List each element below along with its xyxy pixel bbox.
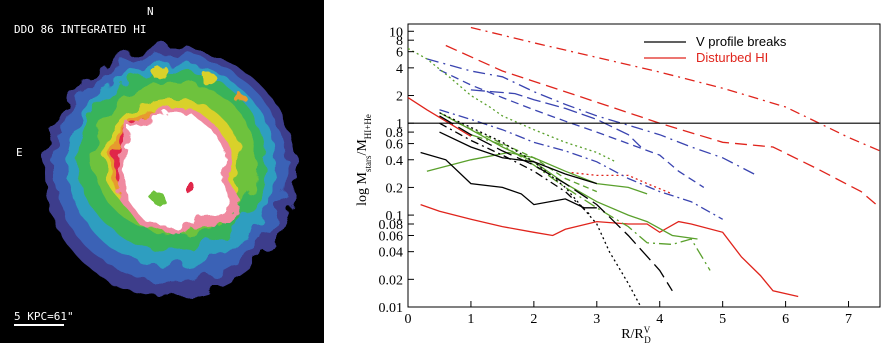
- x-tick-label: 7: [845, 312, 852, 327]
- series-line-11: [426, 151, 648, 195]
- series-line-16: [439, 131, 597, 185]
- y-tick-label: 0.4: [386, 154, 404, 169]
- x-tick-label: 2: [530, 312, 537, 327]
- y-tick-label: 0.6: [386, 138, 404, 153]
- series-line-12: [439, 112, 698, 240]
- y-tick-label: 0.1: [386, 209, 404, 224]
- y-tick-label: 1: [396, 117, 403, 132]
- series-line-17: [439, 115, 673, 292]
- x-tick-label: 3: [593, 312, 600, 327]
- x-tick-label: 4: [656, 312, 663, 327]
- y-tick-label: 4: [396, 62, 403, 77]
- profile-chart: 0 1 2 3 4 5 6 710864210.80.60.40.20.10.080.060.…: [355, 23, 881, 343]
- hi-map-image: DDO 86 INTEGRATED HI N E 5 KPC=61": [0, 0, 324, 343]
- y-tick-label: 0.8: [386, 126, 404, 141]
- y-tick-label: 8: [396, 34, 403, 49]
- series-line-14: [458, 122, 598, 193]
- series-line-3: [420, 203, 799, 298]
- hi-map-panel: DDO 86 INTEGRATED HI N E 5 KPC=61": [0, 0, 324, 343]
- y-tick-label: 10: [389, 25, 403, 40]
- x-axis-label: R/RV D: [621, 325, 651, 343]
- y-tick-label: 2: [396, 90, 403, 105]
- series-line-7: [439, 69, 705, 188]
- series-line-8: [470, 89, 642, 148]
- y-tick-label: 0.2: [386, 181, 404, 196]
- legend-label-disturbed-hi: Disturbed HI: [696, 50, 768, 65]
- series-line-6: [426, 58, 755, 175]
- chart-panel: 0 1 2 3 4 5 6 7 10 8 6 4 2 1 0.8 0.6 0.4 0.2 0.1 0.08 0.06 0.…: [348, 0, 881, 343]
- series-line-13: [470, 134, 711, 271]
- x-tick-label: 0: [405, 312, 412, 327]
- y-tick-label: 0.04: [379, 246, 404, 261]
- series-line-15: [420, 151, 597, 209]
- x-tick-label: 5: [719, 312, 726, 327]
- series-line-2: [445, 44, 881, 209]
- legend-label-v-profile: V profile breaks: [696, 34, 787, 49]
- series-line-4: [407, 97, 472, 137]
- y-tick-label: 0.02: [379, 273, 404, 288]
- series-line-9: [439, 109, 724, 220]
- y-tick-label: 0.01: [379, 301, 404, 316]
- series-line-10: [407, 47, 616, 163]
- y-axis-label: log Mstars/MHI+He: [355, 114, 373, 206]
- north-label: N: [147, 5, 154, 18]
- x-tick-label: 1: [467, 312, 474, 327]
- series-line-18: [439, 112, 642, 308]
- series-line-5: [571, 171, 673, 195]
- y-tick-label: 0.08: [379, 218, 404, 233]
- map-title: DDO 86 INTEGRATED HI: [14, 23, 146, 36]
- x-tick-label: 6: [782, 312, 789, 327]
- east-label: E: [16, 146, 23, 159]
- y-tick-label: 6: [396, 46, 403, 61]
- scale-label: 5 KPC=61": [14, 310, 74, 323]
- series-line-1: [470, 26, 881, 152]
- plot-frame: [407, 23, 881, 308]
- series-line-19: [439, 122, 591, 216]
- y-tick-label: 0.06: [379, 229, 404, 244]
